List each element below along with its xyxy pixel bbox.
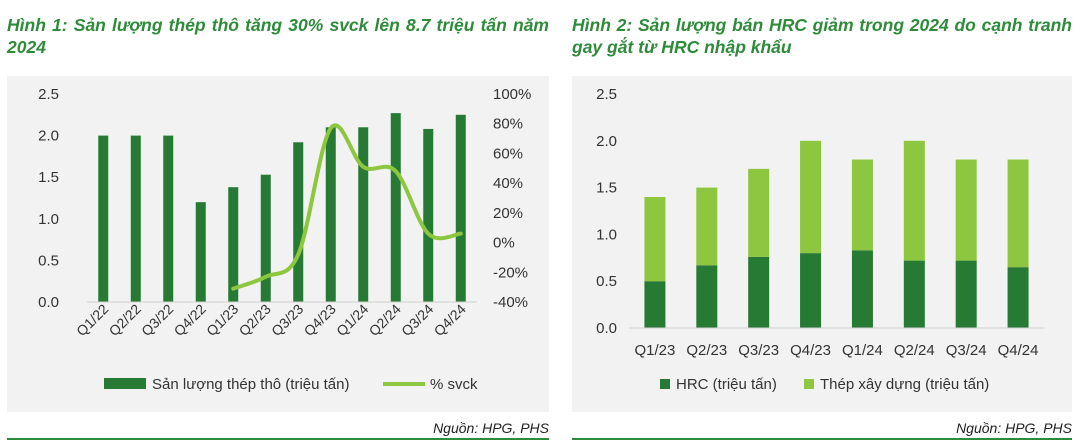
figure-2-source: Nguồn: HPG, PHS bbox=[956, 420, 1072, 436]
left-tick-label: 1.0 bbox=[596, 226, 617, 243]
x-tick-label: Q1/22 bbox=[73, 301, 111, 339]
left-tick-label: 2.5 bbox=[596, 86, 617, 103]
x-tick-label: Q3/22 bbox=[138, 301, 176, 339]
bar-crude-steel bbox=[260, 174, 271, 302]
bar-construction-steel bbox=[644, 196, 666, 282]
x-tick-label: Q3/23 bbox=[738, 342, 779, 359]
x-tick-label: Q1/24 bbox=[333, 301, 371, 339]
figure-1-source: Nguồn: HPG, PHS bbox=[433, 420, 549, 436]
legend-swatch-bar bbox=[104, 378, 146, 389]
bar-hrc bbox=[851, 250, 873, 328]
bar-hrc bbox=[955, 260, 977, 328]
figure-2-title: Hình 2: Sản lượng bán HRC giảm trong 202… bbox=[572, 15, 1072, 57]
left-tick-label: 0.0 bbox=[38, 294, 59, 311]
bar-hrc bbox=[800, 253, 822, 328]
x-tick-label: Q2/24 bbox=[366, 301, 404, 339]
legend-label-hrc: HRC (triệu tấn) bbox=[676, 376, 777, 393]
figure-1-title: Hình 1: Sản lượng thép thô tăng 30% svck… bbox=[7, 15, 549, 57]
bar-crude-steel bbox=[390, 113, 401, 302]
bar-construction-steel bbox=[800, 140, 822, 254]
bar-hrc bbox=[1007, 267, 1029, 328]
x-tick-label: Q4/22 bbox=[171, 301, 209, 339]
x-tick-label: Q2/22 bbox=[106, 301, 144, 339]
bar-construction-steel bbox=[903, 140, 925, 261]
bar-crude-steel bbox=[358, 127, 369, 302]
x-tick-label: Q2/24 bbox=[894, 342, 935, 359]
chart-1-area: 0.0 0.5 1.0 1.5 2.0 2.5 -40% -20% 0% 20% 40% 60% 80%… bbox=[7, 76, 549, 412]
x-tick-label: Q3/24 bbox=[946, 342, 987, 359]
bar-crude-steel bbox=[195, 202, 206, 302]
left-tick-label: 2.0 bbox=[38, 128, 59, 145]
left-tick-label: 0.5 bbox=[38, 252, 59, 269]
x-tick-label: Q3/24 bbox=[398, 301, 436, 339]
x-tick-label: Q4/23 bbox=[790, 342, 831, 359]
x-tick-label: Q2/23 bbox=[686, 342, 727, 359]
left-tick-label: 2.5 bbox=[38, 86, 59, 103]
bar-crude-steel bbox=[325, 127, 336, 302]
x-tick-label: Q4/23 bbox=[301, 301, 339, 339]
bar-hrc bbox=[748, 256, 770, 328]
bar-hrc bbox=[903, 260, 925, 328]
right-tick-label: 60% bbox=[493, 145, 523, 162]
legend-label-construction: Thép xây dựng (triệu tấn) bbox=[820, 376, 989, 393]
bar-hrc bbox=[696, 265, 718, 328]
left-tick-label: 0.5 bbox=[596, 273, 617, 290]
chart-2-area: 0.0 0.5 1.0 1.5 2.0 2.5 Q1/23 Q2/23 Q3/23 Q4/23 Q1… bbox=[572, 76, 1072, 412]
left-tick-label: 0.0 bbox=[596, 320, 617, 337]
x-tick-label: Q4/24 bbox=[431, 301, 469, 339]
right-tick-label: 80% bbox=[493, 116, 523, 133]
bar-construction-steel bbox=[1007, 159, 1029, 268]
x-tick-label: Q1/23 bbox=[203, 301, 241, 339]
bar-crude-steel bbox=[455, 114, 466, 302]
bar-crude-steel bbox=[130, 135, 141, 302]
bar-construction-steel bbox=[955, 159, 977, 261]
bar-construction-steel bbox=[851, 159, 873, 251]
x-tick-label: Q3/23 bbox=[268, 301, 306, 339]
bar-crude-steel bbox=[293, 142, 304, 302]
bar-crude-steel bbox=[228, 187, 239, 302]
x-tick-label: Q4/24 bbox=[998, 342, 1039, 359]
bar-construction-steel bbox=[748, 168, 770, 257]
legend-swatch-hrc bbox=[660, 379, 670, 389]
x-tick-label: Q1/23 bbox=[635, 342, 676, 359]
legend-label-line: % svck bbox=[430, 376, 478, 393]
figure-1-panel: Hình 1: Sản lượng thép thô tăng 30% svck… bbox=[7, 0, 549, 443]
left-tick-label: 1.0 bbox=[38, 211, 59, 228]
left-tick-label: 1.5 bbox=[596, 180, 617, 197]
bar-hrc bbox=[644, 281, 666, 328]
figure-2-bottom-rule bbox=[572, 438, 1072, 440]
chart-2-svg: 0.0 0.5 1.0 1.5 2.0 2.5 Q1/23 Q2/23 Q3/23 Q4/23 Q1… bbox=[596, 86, 1044, 393]
left-tick-label: 2.0 bbox=[596, 133, 617, 150]
legend-swatch-construction bbox=[804, 379, 814, 389]
right-tick-label: 20% bbox=[493, 205, 523, 222]
left-tick-label: 1.5 bbox=[38, 169, 59, 186]
bar-crude-steel bbox=[163, 135, 174, 302]
right-tick-label: 0% bbox=[493, 235, 515, 252]
bar-crude-steel bbox=[423, 128, 434, 302]
right-tick-label: 100% bbox=[493, 86, 531, 103]
bar-crude-steel bbox=[98, 135, 109, 302]
right-tick-label: 40% bbox=[493, 175, 523, 192]
chart-1-svg: 0.0 0.5 1.0 1.5 2.0 2.5 -40% -20% 0% 20% 40% 60% 80%… bbox=[38, 86, 531, 393]
right-tick-label: -20% bbox=[493, 264, 528, 281]
bar-construction-steel bbox=[696, 187, 718, 266]
figure-1-bottom-rule bbox=[7, 438, 549, 440]
x-tick-label: Q2/23 bbox=[236, 301, 274, 339]
legend-label-bar: Sản lượng thép thô (triệu tấn) bbox=[152, 376, 350, 393]
line-yoy-percent bbox=[231, 123, 463, 291]
figure-2-panel: Hình 2: Sản lượng bán HRC giảm trong 202… bbox=[572, 0, 1072, 443]
right-tick-label: -40% bbox=[493, 294, 528, 311]
x-tick-label: Q1/24 bbox=[842, 342, 883, 359]
